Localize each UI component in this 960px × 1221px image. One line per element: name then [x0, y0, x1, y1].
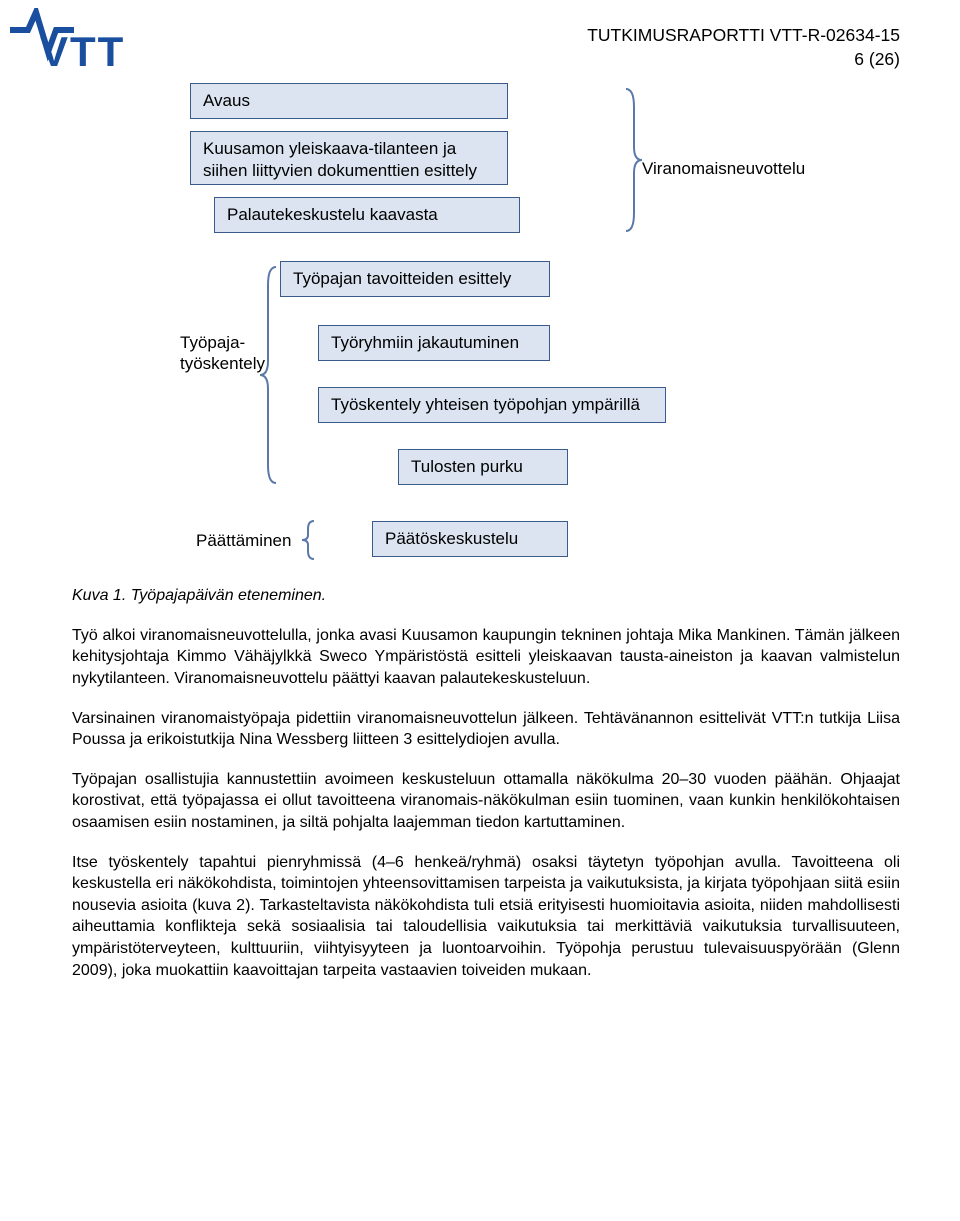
bracket-left-large-icon	[260, 265, 278, 485]
body-text: Työ alkoi viranomaisneuvottelulla, jonka…	[72, 625, 900, 981]
diagram-label-tyopaja: Työpaja- työskentely	[180, 333, 265, 374]
diagram-label-paattaminen: Päättäminen	[196, 531, 291, 551]
diagram-label-viranomaisneuvottelu: Viranomaisneuvottelu	[642, 159, 805, 179]
diagram-box-tulosten: Tulosten purku	[398, 449, 568, 485]
diagram-box-tyopohja: Työskentely yhteisen työpohjan ympärillä	[318, 387, 666, 423]
page-number: 6 (26)	[72, 48, 900, 72]
page-header: TUTKIMUSRAPORTTI VTT-R-02634-15 6 (26)	[72, 24, 900, 71]
flow-diagram: Avaus Kuusamon yleiskaava-tilanteen ja s…	[72, 83, 892, 573]
figure-caption: Kuva 1. Työpajapäivän eteneminen.	[72, 585, 900, 607]
diagram-box-paatoskeskustelu: Päätöskeskustelu	[372, 521, 568, 557]
diagram-box-jakautuminen: Työryhmiin jakautuminen	[318, 325, 550, 361]
paragraph-3: Työpajan osallistujia kannustettiin avoi…	[72, 769, 900, 834]
bracket-left-small-icon	[302, 519, 316, 561]
paragraph-1: Työ alkoi viranomaisneuvottelulla, jonka…	[72, 625, 900, 690]
paragraph-4: Itse työskentely tapahtui pienryhmissä (…	[72, 852, 900, 982]
diagram-box-tavoitteet: Työpajan tavoitteiden esittely	[280, 261, 550, 297]
svg-text:VTT: VTT	[40, 28, 125, 75]
vtt-logo: VTT	[8, 8, 178, 85]
report-id: TUTKIMUSRAPORTTI VTT-R-02634-15	[72, 24, 900, 48]
paragraph-2: Varsinainen viranomaistyöpaja pidettiin …	[72, 708, 900, 751]
diagram-box-palaute: Palautekeskustelu kaavasta	[214, 197, 520, 233]
bracket-right-icon	[624, 87, 642, 233]
diagram-box-avaus: Avaus	[190, 83, 508, 119]
diagram-box-kuusamo: Kuusamon yleiskaava-tilanteen ja siihen …	[190, 131, 508, 185]
